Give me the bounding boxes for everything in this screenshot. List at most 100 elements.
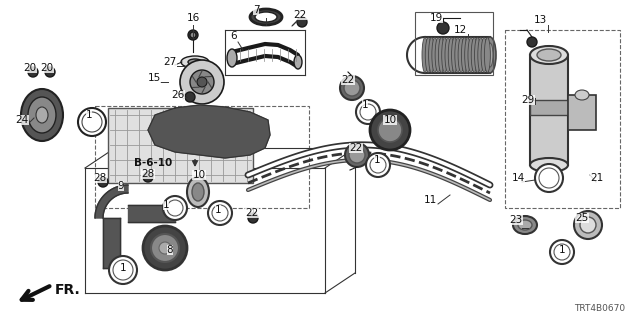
Text: 8: 8	[166, 245, 173, 255]
Ellipse shape	[432, 37, 438, 73]
Text: 6: 6	[230, 31, 237, 41]
Ellipse shape	[181, 56, 209, 68]
Text: 10: 10	[193, 170, 205, 180]
Ellipse shape	[187, 177, 209, 207]
Circle shape	[98, 177, 108, 187]
Circle shape	[190, 70, 214, 94]
Circle shape	[188, 30, 198, 40]
Ellipse shape	[455, 37, 461, 73]
Circle shape	[539, 168, 559, 188]
Circle shape	[356, 100, 380, 124]
Ellipse shape	[435, 37, 441, 73]
Text: 28: 28	[141, 169, 155, 179]
Ellipse shape	[192, 183, 204, 201]
Circle shape	[159, 242, 171, 254]
Ellipse shape	[575, 90, 589, 100]
Ellipse shape	[478, 37, 484, 73]
Circle shape	[28, 67, 38, 77]
Bar	[95, 106, 309, 208]
Circle shape	[212, 205, 228, 221]
Circle shape	[535, 164, 563, 192]
Circle shape	[208, 201, 232, 225]
Ellipse shape	[294, 55, 302, 69]
Text: 16: 16	[186, 13, 200, 23]
Ellipse shape	[448, 37, 454, 73]
Circle shape	[143, 172, 153, 182]
Text: 1: 1	[374, 155, 380, 165]
Ellipse shape	[487, 43, 493, 67]
Ellipse shape	[36, 107, 48, 123]
Text: 26: 26	[172, 90, 184, 100]
Circle shape	[143, 226, 187, 270]
Circle shape	[550, 240, 574, 264]
Ellipse shape	[422, 37, 428, 73]
Text: 1: 1	[163, 200, 170, 210]
Bar	[108, 108, 253, 183]
Text: 19: 19	[429, 13, 443, 23]
Circle shape	[82, 112, 102, 132]
Text: 1: 1	[214, 205, 221, 215]
Text: 28: 28	[93, 173, 107, 183]
Text: 15: 15	[147, 73, 161, 83]
Ellipse shape	[452, 37, 458, 73]
Ellipse shape	[530, 46, 568, 64]
Ellipse shape	[474, 37, 481, 73]
Text: 20: 20	[24, 63, 36, 73]
Ellipse shape	[21, 89, 63, 141]
Text: 22: 22	[341, 75, 355, 85]
Circle shape	[378, 118, 402, 142]
Text: 24: 24	[15, 115, 29, 125]
Ellipse shape	[461, 37, 467, 73]
Text: B-6-10: B-6-10	[134, 158, 172, 168]
Bar	[530, 55, 568, 165]
Text: 1: 1	[86, 110, 92, 120]
Circle shape	[151, 234, 179, 262]
Ellipse shape	[28, 97, 56, 133]
Polygon shape	[128, 205, 175, 222]
Text: 20: 20	[40, 63, 54, 73]
Circle shape	[370, 110, 410, 150]
Circle shape	[360, 104, 376, 120]
Ellipse shape	[465, 37, 470, 73]
Text: 21: 21	[590, 173, 604, 183]
Text: TRT4B0670: TRT4B0670	[574, 304, 625, 313]
Circle shape	[78, 108, 106, 136]
Ellipse shape	[513, 216, 537, 234]
Ellipse shape	[484, 37, 496, 73]
Ellipse shape	[188, 59, 202, 65]
Text: 23: 23	[509, 215, 523, 225]
Ellipse shape	[468, 37, 474, 73]
Text: FR.: FR.	[55, 283, 81, 297]
Circle shape	[580, 217, 596, 233]
Polygon shape	[95, 185, 128, 218]
Circle shape	[197, 77, 207, 87]
Text: 27: 27	[163, 57, 177, 67]
Text: 29: 29	[522, 95, 534, 105]
Circle shape	[297, 17, 307, 27]
Ellipse shape	[442, 37, 448, 73]
Ellipse shape	[458, 37, 464, 73]
Circle shape	[45, 67, 55, 77]
Circle shape	[437, 22, 449, 34]
Text: 9: 9	[118, 181, 124, 191]
Ellipse shape	[471, 37, 477, 73]
Text: 10: 10	[383, 115, 397, 125]
Text: 7: 7	[253, 5, 259, 15]
Circle shape	[344, 80, 360, 96]
Text: 11: 11	[424, 195, 436, 205]
Ellipse shape	[429, 37, 435, 73]
Circle shape	[113, 260, 133, 280]
Ellipse shape	[484, 37, 490, 73]
Ellipse shape	[445, 37, 451, 73]
Circle shape	[370, 157, 386, 173]
Circle shape	[554, 244, 570, 260]
Ellipse shape	[518, 220, 532, 230]
Text: 25: 25	[575, 213, 589, 223]
Text: 1: 1	[362, 100, 368, 110]
Circle shape	[163, 196, 187, 220]
Circle shape	[185, 92, 195, 102]
Text: 22: 22	[349, 143, 363, 153]
Circle shape	[109, 256, 137, 284]
Text: 14: 14	[511, 173, 525, 183]
Circle shape	[190, 32, 196, 38]
